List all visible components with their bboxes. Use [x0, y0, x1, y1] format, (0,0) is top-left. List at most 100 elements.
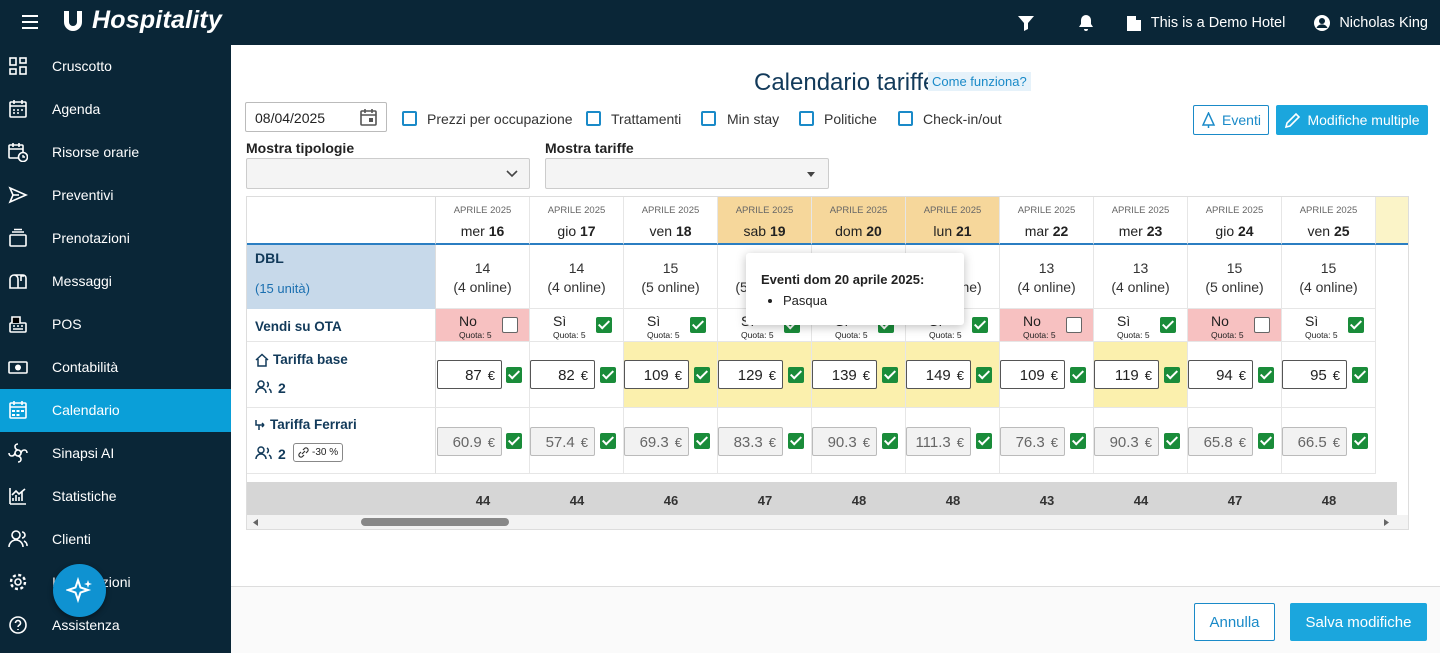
base-rate-checkbox[interactable] [1352, 367, 1368, 383]
sidebar-item-impostazioni[interactable]: Impostazioni [0, 561, 231, 604]
cancel-button[interactable]: Annulla [1194, 603, 1275, 641]
base-rate-checkbox[interactable] [788, 367, 804, 383]
base-rate-checkbox[interactable] [976, 367, 992, 383]
base-price-input[interactable]: 109 € [1000, 360, 1065, 389]
ferrari-rate-checkbox[interactable] [788, 433, 804, 449]
rate-ferrari-label-cell[interactable]: Tariffa Ferrari 2 -30 % [247, 408, 436, 474]
ota-checkbox[interactable] [1254, 317, 1270, 333]
ota-cell[interactable]: No Quota: 5 [436, 309, 530, 342]
base-price-input[interactable]: 94 € [1188, 360, 1253, 389]
sidebar-item-contabilit-[interactable]: Contabilità [0, 346, 231, 389]
ota-cell[interactable]: No Quota: 5 [1188, 309, 1282, 342]
ota-checkbox[interactable] [972, 317, 988, 333]
base-price-input[interactable]: 139 € [812, 360, 877, 389]
sidebar-item-agenda[interactable]: Agenda [0, 88, 231, 131]
base-rate-checkbox[interactable] [506, 367, 522, 383]
sidebar-item-preventivi[interactable]: Preventivi [0, 174, 231, 217]
ferrari-rate-checkbox[interactable] [1258, 433, 1274, 449]
sidebar-item-sinapsi-ai[interactable]: Sinapsi AI [0, 432, 231, 475]
ferrari-rate-checkbox[interactable] [1164, 433, 1180, 449]
sidebar-item-pos[interactable]: POS [0, 303, 231, 346]
sidebar-item-messaggi[interactable]: Messaggi [0, 260, 231, 303]
day-header[interactable]: APRILE 2025 mer 16 [436, 197, 530, 245]
filter-icon[interactable] [1017, 14, 1035, 32]
option-checkbox[interactable] [898, 111, 913, 126]
ferrari-rate-checkbox[interactable] [694, 433, 710, 449]
base-rate-checkbox[interactable] [1258, 367, 1274, 383]
horizontal-scrollbar[interactable] [247, 515, 1408, 529]
day-header[interactable]: APRILE 2025 gio 24 [1188, 197, 1282, 245]
option-label[interactable]: Min stay [727, 111, 780, 127]
save-button[interactable]: Salva modifiche [1290, 603, 1427, 641]
option-label[interactable]: Trattamenti [611, 111, 682, 127]
room-type-cell[interactable]: DBL (15 unità) [247, 245, 436, 309]
calendar-icon[interactable] [360, 108, 377, 126]
day-header[interactable]: APRILE 2025 ven 25 [1282, 197, 1376, 245]
option-label[interactable]: Politiche [824, 111, 877, 127]
sidebar-item-assistenza[interactable]: Assistenza [0, 604, 231, 647]
base-rate-checkbox[interactable] [1070, 367, 1086, 383]
ferrari-rate-checkbox[interactable] [976, 433, 992, 449]
menu-icon[interactable] [22, 13, 38, 31]
scroll-right-icon[interactable] [1383, 518, 1391, 527]
base-rate-checkbox[interactable] [694, 367, 710, 383]
hotel-name[interactable]: This is a Demo Hotel [1150, 14, 1286, 31]
option-checkbox[interactable] [799, 111, 814, 126]
date-picker[interactable]: 08/04/2025 [245, 102, 387, 132]
sidebar-item-risorse-orarie[interactable]: Risorse orarie [0, 131, 231, 174]
base-price-input[interactable]: 149 € [906, 360, 971, 389]
sidebar-item-calendario[interactable]: Calendario [0, 389, 231, 432]
sidebar-item-prenotazioni[interactable]: Prenotazioni [0, 217, 231, 260]
day-header[interactable]: APRILE 2025 gio 17 [530, 197, 624, 245]
day-header[interactable]: APRILE 2025 mer 23 [1094, 197, 1188, 245]
ferrari-rate-checkbox[interactable] [506, 433, 522, 449]
base-rate-checkbox[interactable] [600, 367, 616, 383]
ota-checkbox[interactable] [690, 317, 706, 333]
bulk-edit-button[interactable]: Modifiche multiple [1276, 105, 1428, 135]
ota-checkbox[interactable] [1066, 317, 1082, 333]
sidebar-item-cruscotto[interactable]: Cruscotto [0, 45, 231, 88]
ferrari-rate-checkbox[interactable] [1070, 433, 1086, 449]
option-checkbox[interactable] [586, 111, 601, 126]
day-header[interactable]: APRILE 2025 mar 22 [1000, 197, 1094, 245]
ota-cell[interactable]: No Quota: 5 [1000, 309, 1094, 342]
horizontal-scroll-thumb[interactable] [361, 518, 509, 526]
option-checkbox[interactable] [402, 111, 417, 126]
base-price-input[interactable]: 87 € [437, 360, 502, 389]
ota-checkbox[interactable] [1160, 317, 1176, 333]
ferrari-rate-checkbox[interactable] [600, 433, 616, 449]
base-rate-checkbox[interactable] [882, 367, 898, 383]
base-price-input[interactable]: 109 € [624, 360, 689, 389]
ferrari-rate-checkbox[interactable] [882, 433, 898, 449]
base-price-input[interactable]: 82 € [530, 360, 595, 389]
sidebar-item-statistiche[interactable]: Statistiche [0, 475, 231, 518]
base-price-input[interactable]: 129 € [718, 360, 783, 389]
day-header[interactable]: APRILE 2025 lun 21 [906, 197, 1000, 245]
rates-select[interactable] [545, 158, 829, 189]
ferrari-rate-checkbox[interactable] [1352, 433, 1368, 449]
base-price-input[interactable]: 95 € [1282, 360, 1347, 389]
user-name[interactable]: Nicholas King [1339, 14, 1428, 31]
logo[interactable]: Hospitality [60, 6, 222, 35]
events-button[interactable]: Eventi [1193, 105, 1269, 135]
day-header[interactable]: APRILE 2025 ven 18 [624, 197, 718, 245]
ota-checkbox[interactable] [596, 317, 612, 333]
day-header[interactable]: APRILE 2025 sab 19 [718, 197, 812, 245]
types-select[interactable] [246, 158, 530, 189]
ai-assistant-button[interactable] [53, 564, 106, 617]
ota-checkbox[interactable] [1348, 317, 1364, 333]
scroll-left-icon[interactable] [251, 518, 259, 527]
how-it-works-link[interactable]: Come funziona? [928, 72, 1031, 91]
option-label[interactable]: Prezzi per occupazione [427, 111, 573, 127]
rate-base-label-cell[interactable]: Tariffa base 2 [247, 342, 436, 408]
sidebar-item-clienti[interactable]: Clienti [0, 518, 231, 561]
day-header[interactable]: APRILE 2025 dom 20 [812, 197, 906, 245]
ota-checkbox[interactable] [502, 317, 518, 333]
option-label[interactable]: Check-in/out [923, 111, 1002, 127]
option-checkbox[interactable] [701, 111, 716, 126]
base-price-input[interactable]: 119 € [1094, 360, 1159, 389]
